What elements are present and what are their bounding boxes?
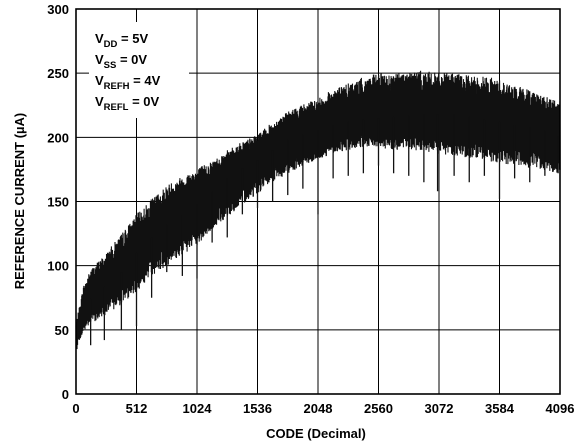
y-tick-label: 100 xyxy=(47,259,69,274)
x-tick-label: 4096 xyxy=(546,401,575,416)
y-tick-label: 300 xyxy=(47,2,69,17)
y-tick-label: 200 xyxy=(47,130,69,145)
series-trace xyxy=(75,70,561,350)
condition-label: VREFH = 4V xyxy=(95,73,161,92)
plot-frame xyxy=(75,8,561,395)
y-axis-title: REFERENCE CURRENT (µA) xyxy=(12,113,27,290)
y-tick-label: 250 xyxy=(47,66,69,81)
y-tick-label: 150 xyxy=(47,195,69,210)
condition-label: VSS = 0V xyxy=(95,52,147,71)
x-axis-title: CODE (Decimal) xyxy=(266,426,366,441)
x-tick-label: 0 xyxy=(72,401,79,416)
x-tick-label: 2048 xyxy=(304,401,333,416)
y-tick-label: 0 xyxy=(62,387,69,402)
conditions-box xyxy=(89,22,189,118)
y-tick-label: 50 xyxy=(55,323,69,338)
x-tick-label: 1536 xyxy=(243,401,272,416)
test-conditions: VDD = 5V VSS = 0V VREFH = 4V VREFL = 0V xyxy=(95,31,161,113)
y-tick-labels: 0 50 100 150 200 250 300 xyxy=(47,2,69,402)
x-tick-label: 512 xyxy=(126,401,148,416)
condition-label: VDD = 5V xyxy=(95,31,148,50)
x-tick-label: 2560 xyxy=(364,401,393,416)
x-tick-label: 3072 xyxy=(425,401,454,416)
x-tick-labels: 0 512 1024 1536 2048 2560 3072 3584 4096 xyxy=(72,401,574,416)
x-tick-label: 3584 xyxy=(485,401,515,416)
condition-label: VREFL = 0V xyxy=(95,94,160,113)
x-tick-label: 1024 xyxy=(183,401,213,416)
